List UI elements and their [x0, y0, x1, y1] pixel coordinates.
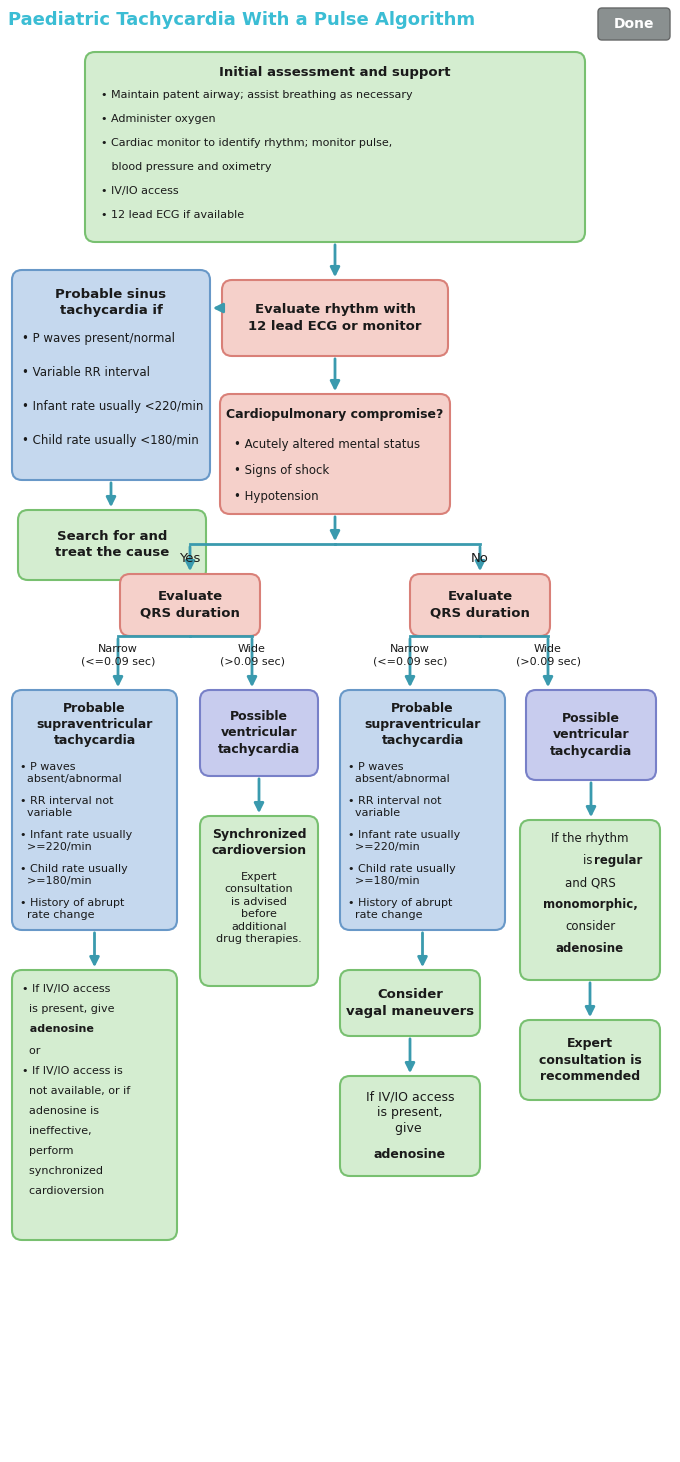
FancyBboxPatch shape	[18, 510, 206, 580]
Text: Evaluate rhythm with
12 lead ECG or monitor: Evaluate rhythm with 12 lead ECG or moni…	[248, 304, 422, 332]
Text: adenosine: adenosine	[22, 1023, 94, 1034]
Text: Narrow
(<=0.09 sec): Narrow (<=0.09 sec)	[373, 643, 447, 667]
Text: Initial assessment and support: Initial assessment and support	[219, 66, 451, 79]
Text: Paediatric Tachycardia With a Pulse Algorithm: Paediatric Tachycardia With a Pulse Algo…	[8, 12, 475, 29]
Text: adenosine: adenosine	[556, 942, 624, 955]
Text: • Administer oxygen: • Administer oxygen	[101, 114, 216, 124]
Text: • Child rate usually <180/min: • Child rate usually <180/min	[22, 434, 199, 447]
Text: • Variable RR interval: • Variable RR interval	[22, 366, 150, 379]
Text: • Infant rate usually
  >=220/min: • Infant rate usually >=220/min	[348, 830, 460, 852]
Text: Probable sinus
tachycardia if: Probable sinus tachycardia if	[56, 288, 167, 317]
Text: • 12 lead ECG if available: • 12 lead ECG if available	[101, 211, 244, 219]
Text: • P waves
  absent/abnormal: • P waves absent/abnormal	[20, 762, 122, 785]
Text: Evaluate
QRS duration: Evaluate QRS duration	[430, 591, 530, 620]
FancyBboxPatch shape	[526, 690, 656, 781]
Text: not available, or if: not available, or if	[22, 1086, 131, 1096]
Text: Yes: Yes	[180, 551, 201, 564]
FancyBboxPatch shape	[200, 816, 318, 985]
Text: • History of abrupt
  rate change: • History of abrupt rate change	[20, 898, 124, 921]
Text: • P waves present/normal: • P waves present/normal	[22, 332, 175, 345]
Text: Expert
consultation
is advised
before
additional
drug therapies.: Expert consultation is advised before ad…	[216, 871, 302, 944]
Text: • History of abrupt
  rate change: • History of abrupt rate change	[348, 898, 452, 921]
FancyBboxPatch shape	[520, 820, 660, 980]
Text: or: or	[22, 1045, 40, 1056]
Text: Probable
supraventricular
tachycardia: Probable supraventricular tachycardia	[364, 702, 481, 747]
FancyBboxPatch shape	[340, 1076, 480, 1175]
Text: • Child rate usually
  >=180/min: • Child rate usually >=180/min	[348, 864, 456, 886]
Text: No: No	[471, 551, 489, 564]
FancyBboxPatch shape	[410, 575, 550, 636]
Text: • If IV/IO access: • If IV/IO access	[22, 984, 110, 994]
Text: Possible
ventricular
tachycardia: Possible ventricular tachycardia	[218, 711, 300, 756]
Text: Cardiopulmonary compromise?: Cardiopulmonary compromise?	[226, 408, 443, 421]
Text: • Cardiac monitor to identify rhythm; monitor pulse,: • Cardiac monitor to identify rhythm; mo…	[101, 137, 392, 148]
Text: Evaluate
QRS duration: Evaluate QRS duration	[140, 591, 240, 620]
FancyBboxPatch shape	[598, 7, 670, 39]
Text: Possible
ventricular
tachycardia: Possible ventricular tachycardia	[550, 712, 632, 757]
Text: Done: Done	[614, 18, 654, 31]
FancyBboxPatch shape	[222, 281, 448, 357]
FancyBboxPatch shape	[200, 690, 318, 776]
Text: • Maintain patent airway; assist breathing as necessary: • Maintain patent airway; assist breathi…	[101, 91, 413, 99]
Text: If IV/IO access
is present,
give: If IV/IO access is present, give	[366, 1091, 454, 1135]
Text: monomorphic,: monomorphic,	[543, 898, 637, 911]
Text: If the rhythm: If the rhythm	[551, 832, 629, 845]
Text: perform: perform	[22, 1146, 73, 1156]
Text: • P waves
  absent/abnormal: • P waves absent/abnormal	[348, 762, 449, 785]
Text: • RR interval not
  variable: • RR interval not variable	[20, 795, 114, 819]
FancyBboxPatch shape	[85, 53, 585, 243]
Text: synchronized: synchronized	[22, 1167, 103, 1175]
Text: Wide
(>0.09 sec): Wide (>0.09 sec)	[220, 643, 284, 667]
FancyBboxPatch shape	[12, 270, 210, 480]
Text: • IV/IO access: • IV/IO access	[101, 186, 179, 196]
FancyBboxPatch shape	[12, 690, 177, 930]
Text: Synchronized
cardioversion: Synchronized cardioversion	[211, 827, 307, 857]
Text: • RR interval not
  variable: • RR interval not variable	[348, 795, 441, 819]
Text: is: is	[583, 854, 596, 867]
Text: • If IV/IO access is: • If IV/IO access is	[22, 1066, 123, 1076]
FancyBboxPatch shape	[120, 575, 260, 636]
Text: • Hypotension: • Hypotension	[234, 490, 319, 503]
Text: • Infant rate usually
  >=220/min: • Infant rate usually >=220/min	[20, 830, 132, 852]
Text: is present, give: is present, give	[22, 1004, 114, 1015]
Text: consider: consider	[565, 920, 615, 933]
FancyBboxPatch shape	[220, 393, 450, 515]
FancyBboxPatch shape	[340, 969, 480, 1037]
Text: adenosine is: adenosine is	[22, 1105, 99, 1116]
Text: • Child rate usually
  >=180/min: • Child rate usually >=180/min	[20, 864, 128, 886]
Text: ineffective,: ineffective,	[22, 1126, 92, 1136]
Text: and QRS: and QRS	[564, 876, 615, 889]
Text: adenosine: adenosine	[374, 1148, 446, 1161]
Text: Narrow
(<=0.09 sec): Narrow (<=0.09 sec)	[81, 643, 155, 667]
FancyBboxPatch shape	[12, 969, 177, 1240]
Text: Wide
(>0.09 sec): Wide (>0.09 sec)	[515, 643, 581, 667]
Text: Search for and
treat the cause: Search for and treat the cause	[55, 531, 169, 560]
Text: regular: regular	[594, 854, 643, 867]
Text: Consider
vagal maneuvers: Consider vagal maneuvers	[346, 988, 474, 1018]
Text: cardioversion: cardioversion	[22, 1186, 104, 1196]
Text: • Infant rate usually <220/min: • Infant rate usually <220/min	[22, 401, 203, 412]
Text: • Acutely altered mental status: • Acutely altered mental status	[234, 439, 420, 450]
Text: blood pressure and oximetry: blood pressure and oximetry	[101, 162, 271, 173]
Text: Expert
consultation is
recommended: Expert consultation is recommended	[539, 1038, 641, 1082]
Text: Probable
supraventricular
tachycardia: Probable supraventricular tachycardia	[36, 702, 153, 747]
Text: • Signs of shock: • Signs of shock	[234, 463, 329, 477]
FancyBboxPatch shape	[520, 1020, 660, 1099]
FancyBboxPatch shape	[340, 690, 505, 930]
